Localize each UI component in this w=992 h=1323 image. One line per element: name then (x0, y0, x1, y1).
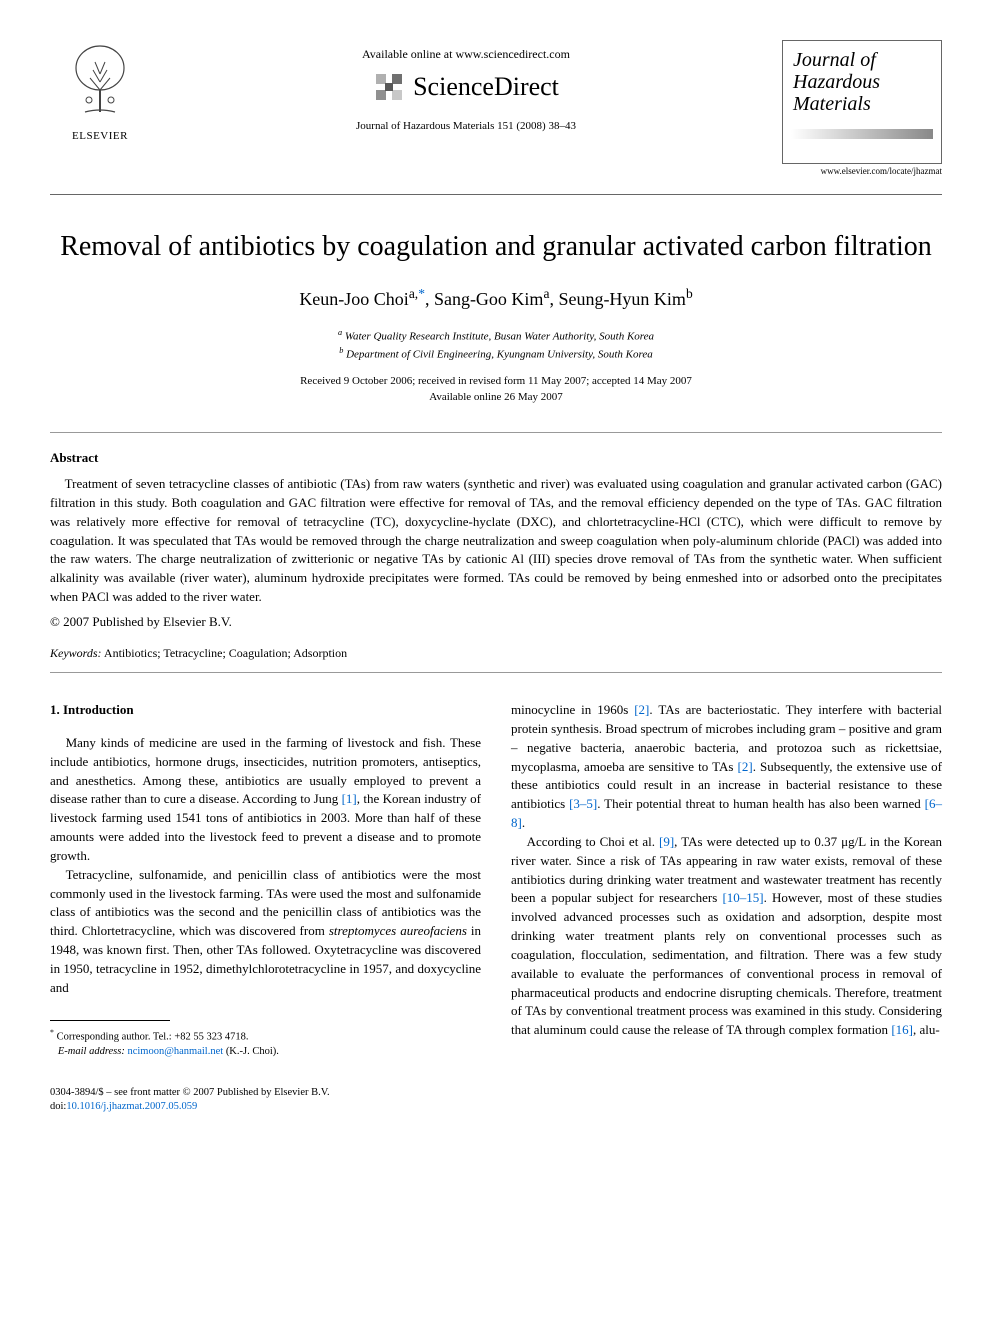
ref-link-2b[interactable]: [2] (738, 759, 753, 774)
footer-front-matter: 0304-3894/$ – see front matter © 2007 Pu… (50, 1086, 942, 1101)
affiliation-a: a a Water Quality Research Institute, Bu… (50, 327, 942, 345)
corresponding-star-link[interactable]: * (418, 286, 425, 301)
affiliations: a a Water Quality Research Institute, Bu… (50, 327, 942, 363)
email-label: E-mail address: (58, 1046, 125, 1057)
header-center: Available online at www.sciencedirect.co… (150, 40, 782, 135)
ref-link-3-5[interactable]: [3–5] (569, 796, 597, 811)
sciencedirect-icon (373, 71, 405, 103)
footer-doi-line: doi:10.1016/j.jhazmat.2007.05.059 (50, 1100, 942, 1115)
footer-block: 0304-3894/$ – see front matter © 2007 Pu… (50, 1086, 942, 1115)
dates-available: Available online 26 May 2007 (50, 389, 942, 406)
keywords-line: Keywords: Antibiotics; Tetracycline; Coa… (50, 645, 942, 662)
intro-heading: 1. Introduction (50, 701, 481, 720)
journal-gradient-bar (791, 129, 933, 139)
journal-title-line1: Journal of (793, 49, 876, 71)
column-right: minocycline in 1960s [2]. TAs are bacter… (511, 701, 942, 1060)
doi-link[interactable]: 10.1016/j.jhazmat.2007.05.059 (66, 1101, 197, 1112)
abstract-bottom-divider (50, 672, 942, 673)
ref-link-1[interactable]: [1] (342, 791, 357, 806)
author-3: , Seung-Hyun Kim (549, 289, 686, 309)
journal-title-line3: Materials (793, 93, 871, 115)
dates-received: Received 9 October 2006; received in rev… (50, 373, 942, 390)
ref-link-10-15[interactable]: [10–15] (722, 890, 763, 905)
copyright-line: © 2007 Published by Elsevier B.V. (50, 613, 942, 631)
column-left: 1. Introduction Many kinds of medicine a… (50, 701, 481, 1060)
available-online-text: Available online at www.sciencedirect.co… (150, 46, 782, 63)
body-columns: 1. Introduction Many kinds of medicine a… (50, 701, 942, 1060)
author-3-affil: b (686, 286, 693, 301)
journal-title: Journal of Hazardous Materials (793, 49, 931, 115)
elsevier-logo-block: ELSEVIER (50, 40, 150, 145)
ref-link-16[interactable]: [16] (891, 1022, 913, 1037)
journal-url: www.elsevier.com/locate/jhazmat (821, 165, 942, 178)
species-name: streptomyces aureofaciens (329, 923, 467, 938)
abstract-heading: Abstract (50, 449, 942, 467)
abstract-body: Treatment of seven tetracycline classes … (50, 476, 942, 604)
journal-citation: Journal of Hazardous Materials 151 (2008… (150, 119, 782, 134)
corresponding-footnote: * Corresponding author. Tel.: +82 55 323… (50, 1027, 481, 1060)
elsevier-tree-icon (65, 40, 135, 120)
journal-title-line2: Hazardous (793, 71, 880, 93)
ref-link-9[interactable]: [9] (659, 834, 674, 849)
author-1: Keun-Joo Choi (299, 289, 409, 309)
intro-para-3: According to Choi et al. [9], TAs were d… (511, 833, 942, 1040)
intro-para-2: Tetracycline, sulfonamide, and penicilli… (50, 866, 481, 998)
abstract-text: Treatment of seven tetracycline classes … (50, 475, 942, 607)
intro-para-1: Many kinds of medicine are used in the f… (50, 734, 481, 866)
sciencedirect-row: ScienceDirect (150, 69, 782, 105)
footnote-divider (50, 1020, 170, 1021)
abstract-top-divider (50, 432, 942, 433)
header-row: ELSEVIER Available online at www.science… (50, 40, 942, 164)
keywords-label: Keywords: (50, 646, 102, 660)
sciencedirect-text: ScienceDirect (413, 69, 559, 105)
elsevier-label: ELSEVIER (50, 129, 150, 144)
journal-cover-block: Journal of Hazardous Materials (782, 40, 942, 164)
keywords-text: Antibiotics; Tetracycline; Coagulation; … (102, 646, 348, 660)
corresponding-email-link[interactable]: ncimoon@hanmail.net (127, 1046, 223, 1057)
ref-link-2[interactable]: [2] (634, 702, 649, 717)
affiliation-b: b Department of Civil Engineering, Kyung… (50, 345, 942, 363)
paper-title: Removal of antibiotics by coagulation an… (50, 229, 942, 265)
author-1-affil: a, (409, 286, 418, 301)
header-divider (50, 194, 942, 195)
author-2: , Sang-Goo Kim (425, 289, 544, 309)
dates-block: Received 9 October 2006; received in rev… (50, 373, 942, 406)
intro-para-2-cont: minocycline in 1960s [2]. TAs are bacter… (511, 701, 942, 833)
authors-line: Keun-Joo Choia,*, Sang-Goo Kima, Seung-H… (50, 285, 942, 312)
